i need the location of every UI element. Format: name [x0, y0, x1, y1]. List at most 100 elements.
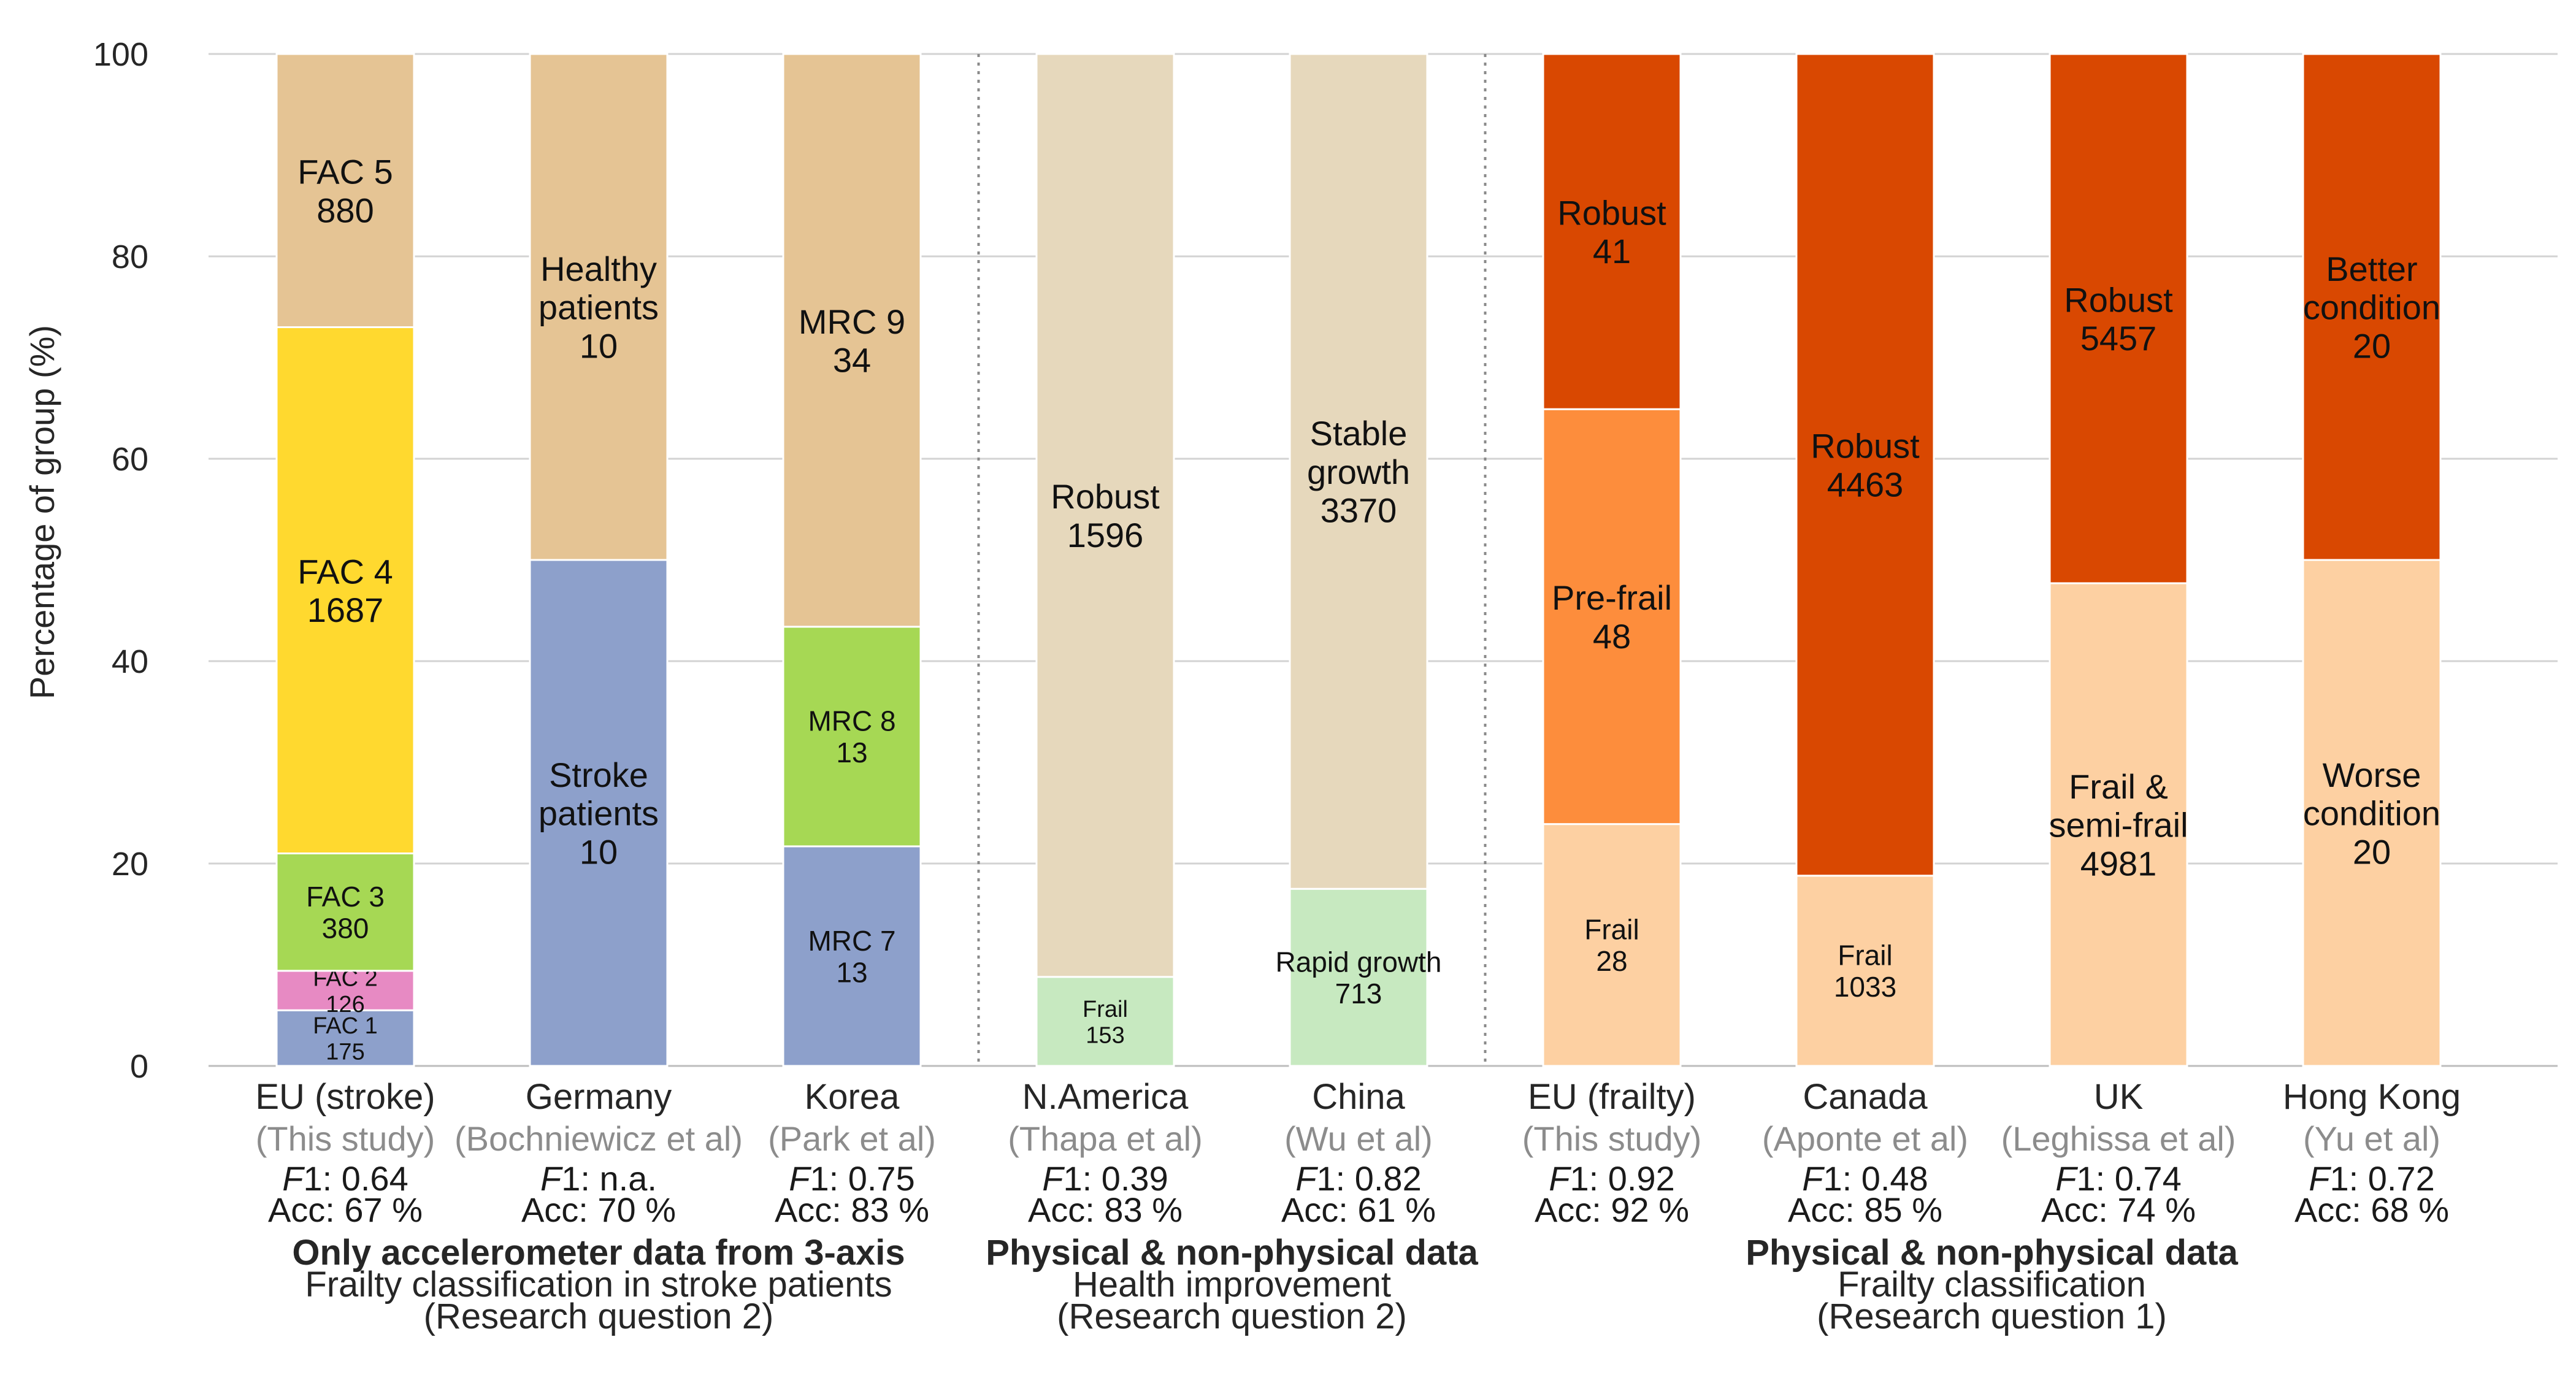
bar-segment — [529, 53, 669, 561]
bar-segment — [1795, 53, 1935, 877]
segment-label: Healthy patients 10 — [539, 250, 659, 365]
bar-uk: Frail & semi-frail 4981 Robust 5457 — [2049, 53, 2188, 1067]
bar-segment — [275, 970, 415, 1011]
segment-label: Frail & semi-frail 4981 — [2049, 767, 2188, 883]
region-source: (Aponte et al) — [1762, 1119, 1968, 1158]
y-axis-title: Percentage of group (%) — [23, 325, 61, 699]
bar-segment — [782, 626, 922, 848]
f1-score: F1: 0.39 — [1042, 1159, 1168, 1198]
bar-segment — [1035, 53, 1175, 978]
segment-label: Worse condition 20 — [2303, 756, 2440, 871]
group-title: Only accelerometer data from 3-axis — [292, 1233, 905, 1273]
segment-label: Frail 153 — [1083, 997, 1128, 1049]
accuracy: Acc: 85 % — [1788, 1190, 1942, 1229]
y-tick-label: 80 — [112, 239, 148, 275]
group-subtitle: Frailty classification in stroke patient… — [305, 1265, 892, 1304]
bar-segment — [2049, 582, 2188, 1067]
f1-score: F1: 0.74 — [2055, 1159, 2181, 1198]
region-name: Canada — [1803, 1077, 1928, 1117]
y-tick-label: 100 — [93, 36, 148, 73]
region-name: UK — [2094, 1077, 2144, 1117]
region-name: EU (frailty) — [1528, 1077, 1696, 1117]
f1-score: F1: 0.72 — [2309, 1159, 2434, 1198]
bar-segment — [275, 326, 415, 854]
segment-label: Stroke patients 10 — [539, 756, 659, 871]
segment-label: FAC 4 1687 — [297, 552, 393, 629]
segment-label: Robust 4463 — [1811, 427, 1920, 504]
group-title: Physical & non-physical data — [1746, 1233, 2238, 1273]
bar-segment — [1542, 823, 1682, 1067]
bar-segment — [1035, 976, 1175, 1067]
y-tick-label: 40 — [112, 643, 148, 680]
bar-canada: Frail 1033 Robust 4463 — [1795, 53, 1935, 1067]
segment-label: Robust 5457 — [2064, 280, 2173, 358]
segment-label: Robust 41 — [1557, 193, 1666, 270]
region-name: Korea — [805, 1077, 900, 1117]
segment-label: MRC 9 34 — [799, 302, 905, 380]
group-question: (Research question 1) — [1817, 1297, 2167, 1336]
region-source: (Thapa et al) — [1008, 1119, 1203, 1158]
region-source: (This study) — [256, 1119, 435, 1158]
segment-label: FAC 3 380 — [306, 881, 385, 944]
bar-n-america: Frail 153 Robust 1596 — [1035, 53, 1175, 1067]
accuracy: Acc: 67 % — [268, 1190, 423, 1229]
region-source: (Park et al) — [768, 1119, 936, 1158]
segment-label: MRC 7 13 — [808, 925, 895, 989]
segment-label: FAC 5 880 — [297, 153, 393, 230]
f1-score: F1: n.a. — [540, 1159, 657, 1198]
bar-china: Rapid growth 713 Stable growth 3370 — [1275, 53, 1442, 1067]
bar-germany: Stroke patients 10 Healthy patients 10 — [529, 53, 669, 1067]
region-source: (This study) — [1522, 1119, 1702, 1158]
f1-score: F1: 0.48 — [1802, 1159, 1928, 1198]
bar-segment — [782, 53, 922, 628]
group-title: Physical & non-physical data — [986, 1233, 1478, 1273]
region-name: N.America — [1022, 1077, 1189, 1117]
accuracy: Acc: 61 % — [1281, 1190, 1436, 1229]
segment-label: Frail 28 — [1584, 914, 1639, 978]
bar-eu-frailty-: Frail 28 Pre-frail 48 Robust 41 — [1542, 53, 1682, 1067]
bar-segment — [782, 845, 922, 1067]
y-tick-label: 60 — [112, 441, 148, 478]
f1-score: F1: 0.92 — [1549, 1159, 1674, 1198]
bar-segment — [275, 852, 415, 972]
accuracy: Acc: 70 % — [521, 1190, 676, 1229]
segment-label: Better condition 20 — [2303, 250, 2440, 365]
bar-korea: MRC 7 13 MRC 8 13 MRC 9 34 — [782, 53, 922, 1067]
segment-label: Frail 1033 — [1834, 940, 1896, 1003]
bar-segment — [2049, 53, 2188, 584]
region-source: (Bochniewicz et al) — [454, 1119, 743, 1158]
bar-hong-kong: Worse condition 20 Better condition 20 — [2302, 53, 2442, 1067]
group-captions: Only accelerometer data from 3-axisFrail… — [292, 1233, 2238, 1336]
group-subtitle: Health improvement — [1073, 1265, 1391, 1304]
accuracy: Acc: 92 % — [1535, 1190, 1689, 1229]
f1-score: F1: 0.75 — [789, 1159, 914, 1198]
bar-segment — [2302, 559, 2442, 1067]
region-source: (Yu et al) — [2303, 1119, 2440, 1158]
f1-score: F1: 0.82 — [1295, 1159, 1421, 1198]
group-question: (Research question 2) — [424, 1297, 774, 1336]
region-name: Hong Kong — [2283, 1077, 2461, 1117]
bar-segment — [1289, 53, 1428, 890]
region-source: (Leghissa et al) — [2001, 1119, 2236, 1158]
accuracy: Acc: 83 % — [1028, 1190, 1183, 1229]
group-question: (Research question 2) — [1057, 1297, 1407, 1336]
segment-label: Robust 1596 — [1051, 477, 1160, 554]
bar-segment — [275, 53, 415, 328]
bar-segment — [1289, 887, 1428, 1067]
f1-score: F1: 0.64 — [282, 1159, 408, 1198]
region-source: (Wu et al) — [1284, 1119, 1433, 1158]
accuracy: Acc: 68 % — [2294, 1190, 2449, 1229]
bar-segment — [2302, 53, 2442, 561]
region-name: Germany — [526, 1077, 672, 1117]
y-axis: Percentage of group (%) 0 20 40 60 80 100 — [23, 36, 148, 1085]
bar-segment — [275, 1009, 415, 1067]
bar-segment — [1542, 408, 1682, 826]
segment-label: FAC 1 175 — [313, 1013, 378, 1065]
segment-label: Stable growth 3370 — [1307, 414, 1410, 529]
segment-label: MRC 8 13 — [808, 705, 895, 769]
region-name: EU (stroke) — [255, 1077, 435, 1117]
